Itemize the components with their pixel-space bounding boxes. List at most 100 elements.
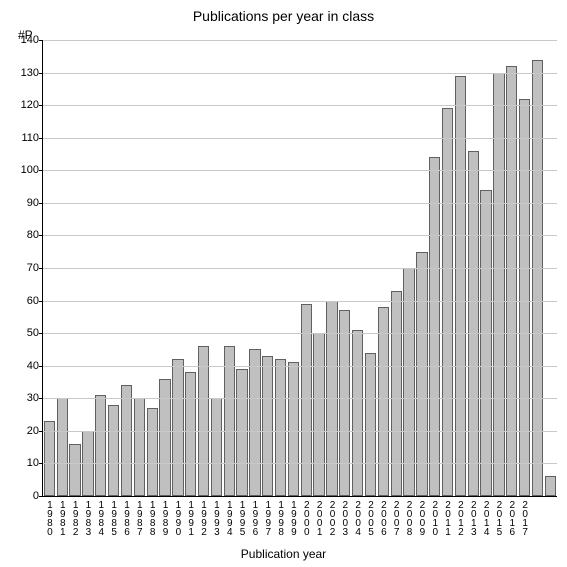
- bar: [172, 359, 183, 496]
- bar: [519, 99, 530, 496]
- x-tick-label: 1983: [83, 500, 93, 536]
- bar: [442, 108, 453, 496]
- y-tick-label: 70: [27, 262, 39, 274]
- bar: [147, 408, 158, 496]
- bar: [69, 444, 80, 496]
- y-tick-label: 60: [27, 295, 39, 307]
- gridline: [43, 40, 557, 41]
- bar: [455, 76, 466, 496]
- gridline: [43, 73, 557, 74]
- bar: [185, 372, 196, 496]
- x-tick-label: 1997: [263, 500, 273, 536]
- x-tick-label: 1990: [173, 500, 183, 536]
- y-tick-label: 80: [27, 229, 39, 241]
- x-tick-label: 1982: [70, 500, 80, 536]
- bar: [198, 346, 209, 496]
- gridline: [43, 333, 557, 334]
- x-tick-label: 2004: [353, 500, 363, 536]
- y-tick-mark: [39, 138, 43, 139]
- x-tick-label: 2013: [468, 500, 478, 536]
- bar: [403, 268, 414, 496]
- bar: [313, 333, 324, 496]
- bar: [545, 476, 556, 496]
- x-tick-label: 2010: [430, 500, 440, 536]
- x-tick-label: 2009: [417, 500, 427, 536]
- bar: [211, 398, 222, 496]
- x-tick-label: 1996: [250, 500, 260, 536]
- bar: [378, 307, 389, 496]
- x-tick-label: 2011: [443, 500, 453, 536]
- x-tick-label: 1980: [44, 500, 54, 536]
- y-tick-label: 90: [27, 197, 39, 209]
- x-tick-label: 2008: [404, 500, 414, 536]
- x-tick-label: 2003: [340, 500, 350, 536]
- y-tick-mark: [39, 301, 43, 302]
- y-tick-label: 10: [27, 457, 39, 469]
- x-tick-label: 1989: [160, 500, 170, 536]
- bar: [352, 330, 363, 496]
- y-tick-mark: [39, 73, 43, 74]
- gridline: [43, 463, 557, 464]
- bar: [365, 353, 376, 496]
- x-tick-label: 2005: [366, 500, 376, 536]
- gridline: [43, 138, 557, 139]
- x-tick-label: 1984: [96, 500, 106, 536]
- bar: [44, 421, 55, 496]
- gridline: [43, 366, 557, 367]
- bar: [224, 346, 235, 496]
- y-tick-mark: [39, 333, 43, 334]
- x-tick-label: 1986: [121, 500, 131, 536]
- bar: [121, 385, 132, 496]
- x-tick-label: 1994: [224, 500, 234, 536]
- plot-area: 1980198119821983198419851986198719881989…: [42, 40, 557, 497]
- y-tick-label: 130: [21, 67, 39, 79]
- x-tick-label: 2017: [520, 500, 530, 536]
- bar: [391, 291, 402, 496]
- bar: [95, 395, 106, 496]
- gridline: [43, 431, 557, 432]
- x-tick-label: 1992: [199, 500, 209, 536]
- chart-title: Publications per year in class: [0, 8, 567, 24]
- bar: [429, 157, 440, 496]
- gridline: [43, 203, 557, 204]
- bar: [288, 362, 299, 496]
- bar: [236, 369, 247, 496]
- bar: [339, 310, 350, 496]
- bar: [493, 73, 504, 496]
- bar: [159, 379, 170, 496]
- x-tick-label: 1988: [147, 500, 157, 536]
- x-tick-label: 2007: [391, 500, 401, 536]
- x-tick-label: 2012: [455, 500, 465, 536]
- gridline: [43, 105, 557, 106]
- y-tick-label: 140: [21, 34, 39, 46]
- chart-container: Publications per year in class #P Public…: [0, 0, 567, 567]
- x-tick-label: 1998: [276, 500, 286, 536]
- y-tick-mark: [39, 431, 43, 432]
- y-tick-label: 120: [21, 99, 39, 111]
- y-tick-mark: [39, 463, 43, 464]
- bar: [275, 359, 286, 496]
- x-tick-label: 2016: [507, 500, 517, 536]
- y-tick-mark: [39, 268, 43, 269]
- y-tick-label: 0: [33, 490, 39, 502]
- y-tick-mark: [39, 235, 43, 236]
- x-tick-label: 1985: [109, 500, 119, 536]
- y-tick-label: 110: [21, 132, 39, 144]
- x-tick-label: 1999: [288, 500, 298, 536]
- bar: [134, 398, 145, 496]
- bar: [57, 398, 68, 496]
- y-tick-mark: [39, 398, 43, 399]
- x-tick-label: 1995: [237, 500, 247, 536]
- x-tick-label: 1991: [186, 500, 196, 536]
- x-tick-label: 2006: [378, 500, 388, 536]
- bar: [249, 349, 260, 496]
- y-tick-mark: [39, 40, 43, 41]
- x-tick-label: 2000: [301, 500, 311, 536]
- x-tick-label: 1993: [211, 500, 221, 536]
- x-tick-label: 2001: [314, 500, 324, 536]
- x-tick-label: 1981: [57, 500, 67, 536]
- y-tick-label: 100: [21, 164, 39, 176]
- gridline: [43, 235, 557, 236]
- x-tick-label: 2014: [481, 500, 491, 536]
- y-tick-label: 20: [27, 425, 39, 437]
